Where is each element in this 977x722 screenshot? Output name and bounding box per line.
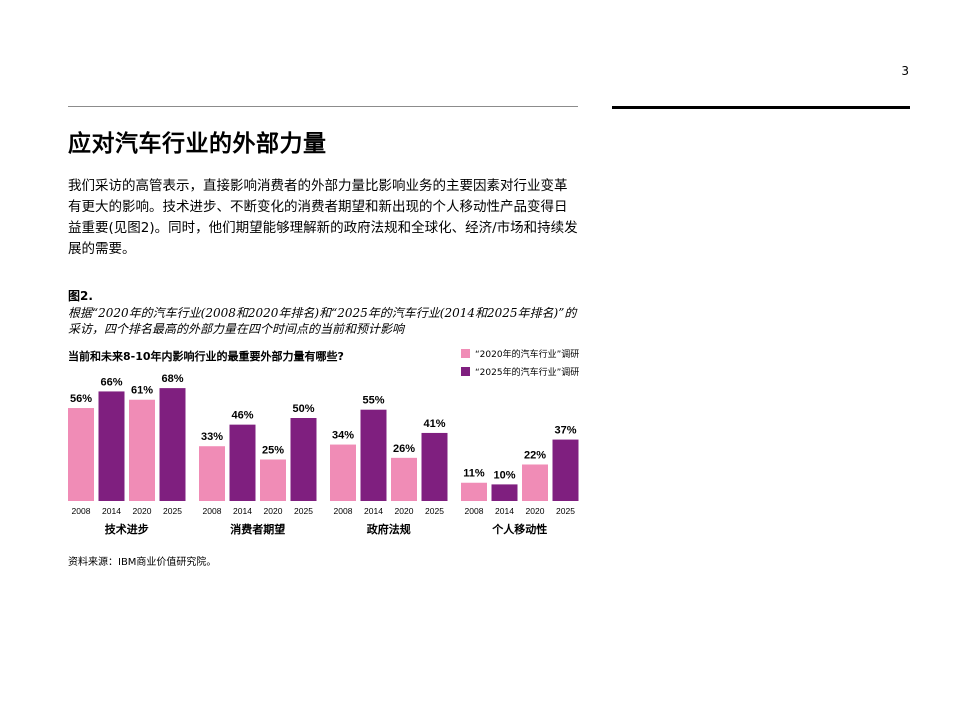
bar-value-label: 22% (524, 449, 546, 461)
bar-value-label: 41% (423, 418, 445, 430)
group-label: 消费者期望 (230, 522, 285, 536)
bar (260, 459, 286, 501)
x-tick-label: 2020 (264, 506, 283, 516)
group-label: 个人移动性 (491, 522, 547, 536)
bar (391, 457, 417, 501)
legend-label-2020: “2020年的汽车行业”调研 (475, 349, 580, 360)
x-tick-label: 2008 (203, 506, 222, 516)
legend-item-2020: “2020年的汽车行业”调研 (461, 347, 580, 360)
x-tick-label: 2014 (364, 506, 383, 516)
bar (360, 409, 387, 501)
bar (290, 418, 317, 501)
chart-legend: “2020年的汽车行业”调研 “2025年的汽车行业”调研 (461, 347, 579, 383)
x-tick-label: 2014 (102, 506, 121, 516)
x-tick-label: 2008 (465, 506, 484, 516)
bar-value-label: 11% (463, 468, 485, 480)
bar-value-label: 50% (292, 403, 314, 415)
figure-caption: 根据“2020年的汽车行业(2008和2020年排名)和“2025年的汽车行业(… (68, 306, 577, 336)
chart-question: 当前和未来8-10年内影响行业的最重要外部力量有哪些? (68, 350, 344, 363)
bar (330, 444, 356, 501)
divider-left (68, 106, 578, 107)
bar (461, 482, 487, 501)
bar (129, 399, 155, 501)
bar (199, 446, 225, 501)
bar-value-label: 33% (201, 431, 223, 443)
body-paragraph: 我们采访的高管表示，直接影响消费者的外部力量比影响业务的主要因素对行业变革有更大… (68, 178, 578, 257)
bar-value-label: 68% (161, 373, 183, 385)
figure-label: 图2. (68, 289, 93, 303)
group-label: 技术进步 (105, 522, 149, 536)
x-tick-label: 2014 (495, 506, 514, 516)
bar-value-label: 56% (70, 393, 92, 405)
bar (229, 424, 256, 501)
bar (552, 439, 579, 501)
bar-value-label: 37% (554, 425, 576, 437)
bar (491, 484, 518, 501)
legend-label-2025: “2025年的汽车行业”调研 (475, 367, 580, 378)
x-tick-label: 2025 (556, 506, 575, 516)
source-note: 资料来源：IBM商业价值研究院。 (68, 557, 217, 568)
x-tick-label: 2008 (72, 506, 91, 516)
x-tick-label: 2020 (526, 506, 545, 516)
legend-swatch-pink (461, 348, 470, 358)
page-title: 应对汽车行业的外部力量 (68, 131, 327, 157)
bar-value-label: 10% (493, 469, 515, 481)
bar (421, 432, 448, 501)
x-tick-label: 2025 (163, 506, 182, 516)
legend-swatch-purple (461, 366, 470, 376)
x-tick-label: 2008 (334, 506, 353, 516)
x-tick-label: 2014 (233, 506, 252, 516)
bar-value-label: 66% (100, 376, 122, 388)
page-number: 3 (901, 64, 909, 78)
divider-right (612, 106, 910, 109)
x-tick-label: 2020 (133, 506, 152, 516)
bar (522, 464, 548, 501)
group-label: 政府法规 (367, 522, 411, 536)
bar (68, 408, 94, 501)
bar-value-label: 55% (362, 395, 384, 407)
bar (159, 388, 186, 501)
x-tick-label: 2020 (395, 506, 414, 516)
bar-value-label: 26% (393, 443, 415, 455)
x-tick-label: 2025 (294, 506, 313, 516)
bar-value-label: 46% (231, 410, 253, 422)
bar-value-label: 61% (131, 385, 153, 397)
bar (98, 391, 125, 501)
bar-value-label: 34% (332, 430, 354, 442)
bar-value-label: 25% (262, 445, 284, 457)
x-tick-label: 2025 (425, 506, 444, 516)
legend-item-2025: “2025年的汽车行业”调研 (461, 365, 580, 378)
